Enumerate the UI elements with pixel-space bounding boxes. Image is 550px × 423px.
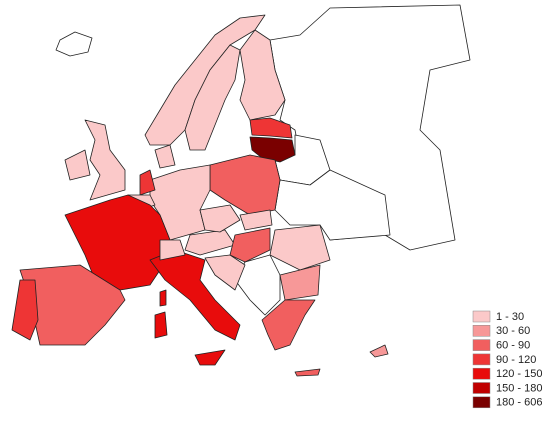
region	[274, 169, 391, 241]
legend-swatch	[472, 339, 491, 351]
region	[249, 117, 293, 139]
region	[279, 264, 321, 301]
region	[159, 239, 186, 261]
countries	[11, 4, 471, 377]
region	[294, 368, 321, 377]
region	[154, 311, 168, 339]
legend-swatch	[472, 396, 491, 409]
legend-swatch	[472, 382, 491, 394]
region	[64, 149, 91, 181]
region	[369, 344, 389, 358]
region	[229, 227, 271, 263]
region	[261, 299, 316, 351]
region	[139, 169, 156, 196]
region	[204, 254, 246, 291]
legend-label: 30 - 60	[496, 325, 530, 337]
region	[269, 224, 331, 271]
legend-label: 150 - 180	[496, 382, 542, 394]
region	[11, 279, 39, 341]
region	[149, 249, 241, 341]
region	[239, 209, 273, 231]
legend-label: 180 - 606	[496, 397, 542, 409]
legend-label: 1 - 30	[496, 311, 524, 323]
region	[239, 29, 286, 121]
legend-label: 60 - 90	[496, 340, 530, 352]
region	[249, 136, 296, 163]
region	[159, 289, 167, 307]
legend-swatch	[472, 310, 491, 323]
legend: 1 - 30 30 - 60 60 - 90 90 - 120 120 - 150 150…	[472, 310, 542, 409]
region	[154, 144, 176, 169]
legend-swatch	[472, 367, 491, 380]
region	[184, 44, 241, 151]
region	[55, 31, 93, 57]
legend-label: 90 - 120	[496, 354, 536, 366]
region	[209, 154, 281, 216]
region	[194, 349, 226, 366]
legend-swatch	[472, 353, 491, 366]
legend-label: 120 - 150	[496, 368, 542, 380]
region	[199, 204, 241, 233]
region	[84, 119, 126, 201]
legend-swatch	[472, 325, 491, 337]
